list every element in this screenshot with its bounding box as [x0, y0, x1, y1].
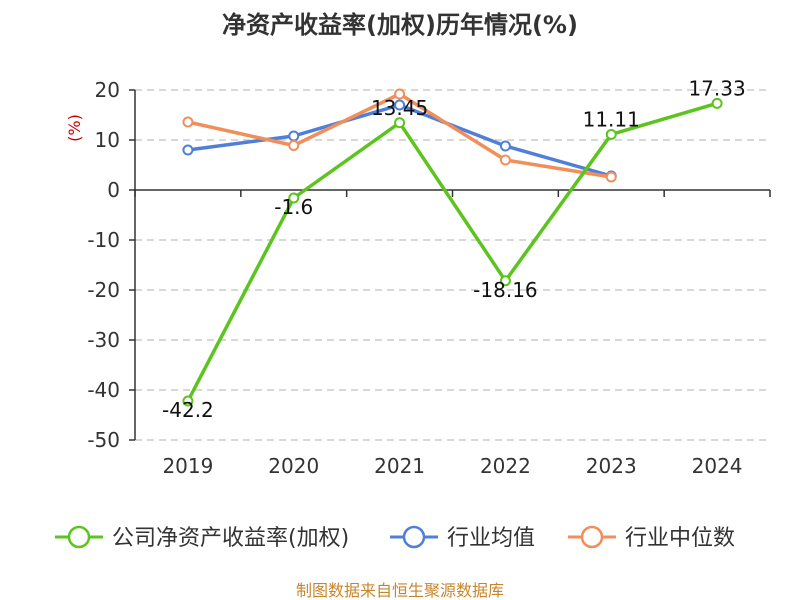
data-label-2023: 11.11: [583, 107, 640, 131]
data-source-note: 制图数据来自恒生聚源数据库: [296, 581, 504, 600]
y-tick-label--30: -30: [87, 328, 120, 352]
series-group: [182, 88, 723, 407]
y-tick-label--40: -40: [87, 378, 120, 402]
legend-label-industry-median: 行业中位数: [625, 526, 735, 551]
data-point-company-roe-2024: [711, 97, 723, 109]
data-point-company-roe-2023: [605, 128, 617, 140]
legend[interactable]: 公司净资产收益率(加权) 行业均值 行业中位数: [55, 525, 735, 551]
legend-item-industry-mean[interactable]: 行业均值: [390, 525, 535, 551]
x-tick-label-2022: 2022: [480, 454, 531, 478]
grid-lines: [135, 89, 770, 441]
legend-marker-company-roe: [67, 525, 91, 549]
x-tick-label-2021: 2021: [374, 454, 425, 478]
data-label-2024: 17.33: [688, 76, 745, 100]
y-tick-label--50: -50: [87, 428, 120, 452]
data-label-2021: 13.45: [371, 96, 428, 120]
legend-label-industry-mean: 行业均值: [447, 526, 535, 551]
data-point-company-roe-2022: [499, 275, 511, 287]
data-point-industry-median-2019: [182, 116, 194, 128]
data-point-industry-median-2020: [288, 140, 300, 151]
data-point-industry-median-2022: [499, 154, 511, 166]
y-tick-label--10: -10: [87, 228, 120, 252]
data-point-industry-median-2021: [394, 88, 406, 100]
legend-marker-industry-mean: [402, 525, 426, 549]
data-label-2020: -1.6: [274, 195, 313, 219]
x-tick-label-2024: 2024: [692, 454, 743, 478]
data-point-industry-mean-2019: [182, 144, 194, 156]
data-labels: -42.2 -1.6 13.45 -18.16 11.11 17.33: [162, 76, 746, 422]
y-axis-label: (%): [65, 114, 84, 142]
data-point-company-roe-2021: [394, 117, 406, 129]
x-tick-label-2020: 2020: [268, 454, 319, 478]
y-tick-label-20: 20: [95, 78, 120, 102]
data-point-industry-mean-2020: [288, 130, 300, 142]
data-point-company-roe-2020: [288, 192, 300, 204]
legend-item-company-roe[interactable]: 公司净资产收益率(加权): [55, 525, 349, 551]
x-tick-label-2019: 2019: [162, 454, 213, 478]
y-tick-label-0: 0: [107, 178, 120, 202]
data-label-2022: -18.16: [473, 278, 537, 302]
legend-label-company-roe: 公司净资产收益率(加权): [112, 526, 349, 551]
legend-marker-industry-median: [580, 525, 604, 549]
y-tick-label--20: -20: [87, 278, 120, 302]
data-point-industry-median-2023: [605, 171, 617, 183]
y-tick-label-10: 10: [95, 128, 120, 152]
data-point-industry-mean-2021: [394, 99, 406, 111]
data-point-industry-mean-2022: [499, 140, 511, 152]
x-tick-label-2023: 2023: [586, 454, 637, 478]
data-point-company-roe-2019: [182, 395, 194, 407]
series-line-company-roe: [186, 101, 718, 402]
data-label-2019: -42.2: [162, 398, 214, 422]
legend-item-industry-median[interactable]: 行业中位数: [568, 525, 735, 551]
axes: 20 10 0 -10 -20 -30 -40 -50 2019 2020 2021 2022 2023…: [87, 78, 771, 478]
chart-title: 净资产收益率(加权)历年情况(%): [222, 11, 578, 39]
